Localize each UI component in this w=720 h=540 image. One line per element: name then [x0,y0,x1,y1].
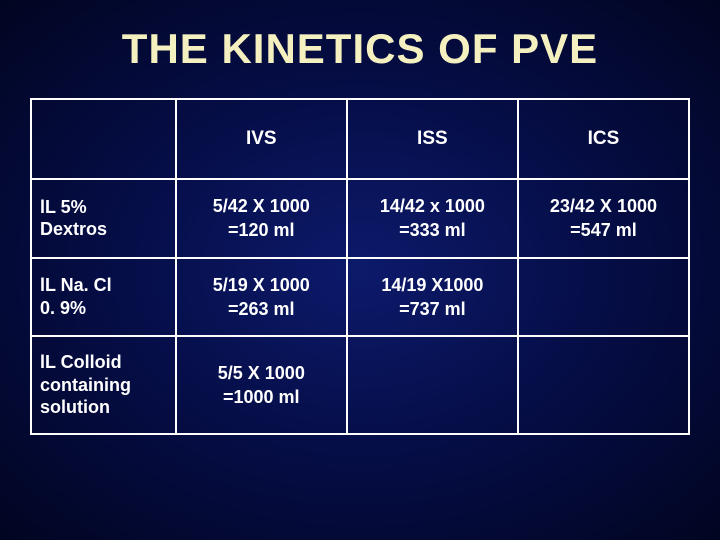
cell: 14/42 x 1000 =333 ml [347,179,518,258]
cell-line2: =333 ml [358,218,507,242]
cell-line2: =547 ml [529,218,678,242]
cell: 23/42 X 1000 =547 ml [518,179,689,258]
cell: 14/19 X1000 =737 ml [347,258,518,337]
cell: 5/5 X 1000 =1000 ml [176,336,347,434]
table-header-row: IVS ISS ICS [31,99,689,179]
cell-line2: =120 ml [187,218,336,242]
cell-line1: 5/19 X 1000 [187,273,336,297]
cell [518,336,689,434]
header-iss: ISS [347,99,518,179]
cell: 5/42 X 1000 =120 ml [176,179,347,258]
cell-line2: =263 ml [187,297,336,321]
table-row: lL Na. Cl0. 9% 5/19 X 1000 =263 ml 14/19… [31,258,689,337]
cell-line1: 5/5 X 1000 [187,361,336,385]
cell [347,336,518,434]
cell-line1: 5/42 X 1000 [187,194,336,218]
slide-title: THE KINETICS OF PVE [30,25,690,73]
header-ics: ICS [518,99,689,179]
cell-line2: =1000 ml [187,385,336,409]
cell-line1: 23/42 X 1000 [529,194,678,218]
cell [518,258,689,337]
table-row: lL 5%Dextros 5/42 X 1000 =120 ml 14/42 x… [31,179,689,258]
cell: 5/19 X 1000 =263 ml [176,258,347,337]
cell-line1: 14/42 x 1000 [358,194,507,218]
cell-line1: 14/19 X1000 [358,273,507,297]
table-row: lL Colloidcontainingsolution 5/5 X 1000 … [31,336,689,434]
kinetics-table: IVS ISS ICS lL 5%Dextros 5/42 X 1000 =12… [30,98,690,435]
slide: THE KINETICS OF PVE IVS ISS ICS lL 5%Dex… [0,0,720,540]
header-ivs: IVS [176,99,347,179]
row-label: lL 5%Dextros [31,179,176,258]
row-label: lL Na. Cl0. 9% [31,258,176,337]
cell-line2: =737 ml [358,297,507,321]
header-blank [31,99,176,179]
row-label: lL Colloidcontainingsolution [31,336,176,434]
